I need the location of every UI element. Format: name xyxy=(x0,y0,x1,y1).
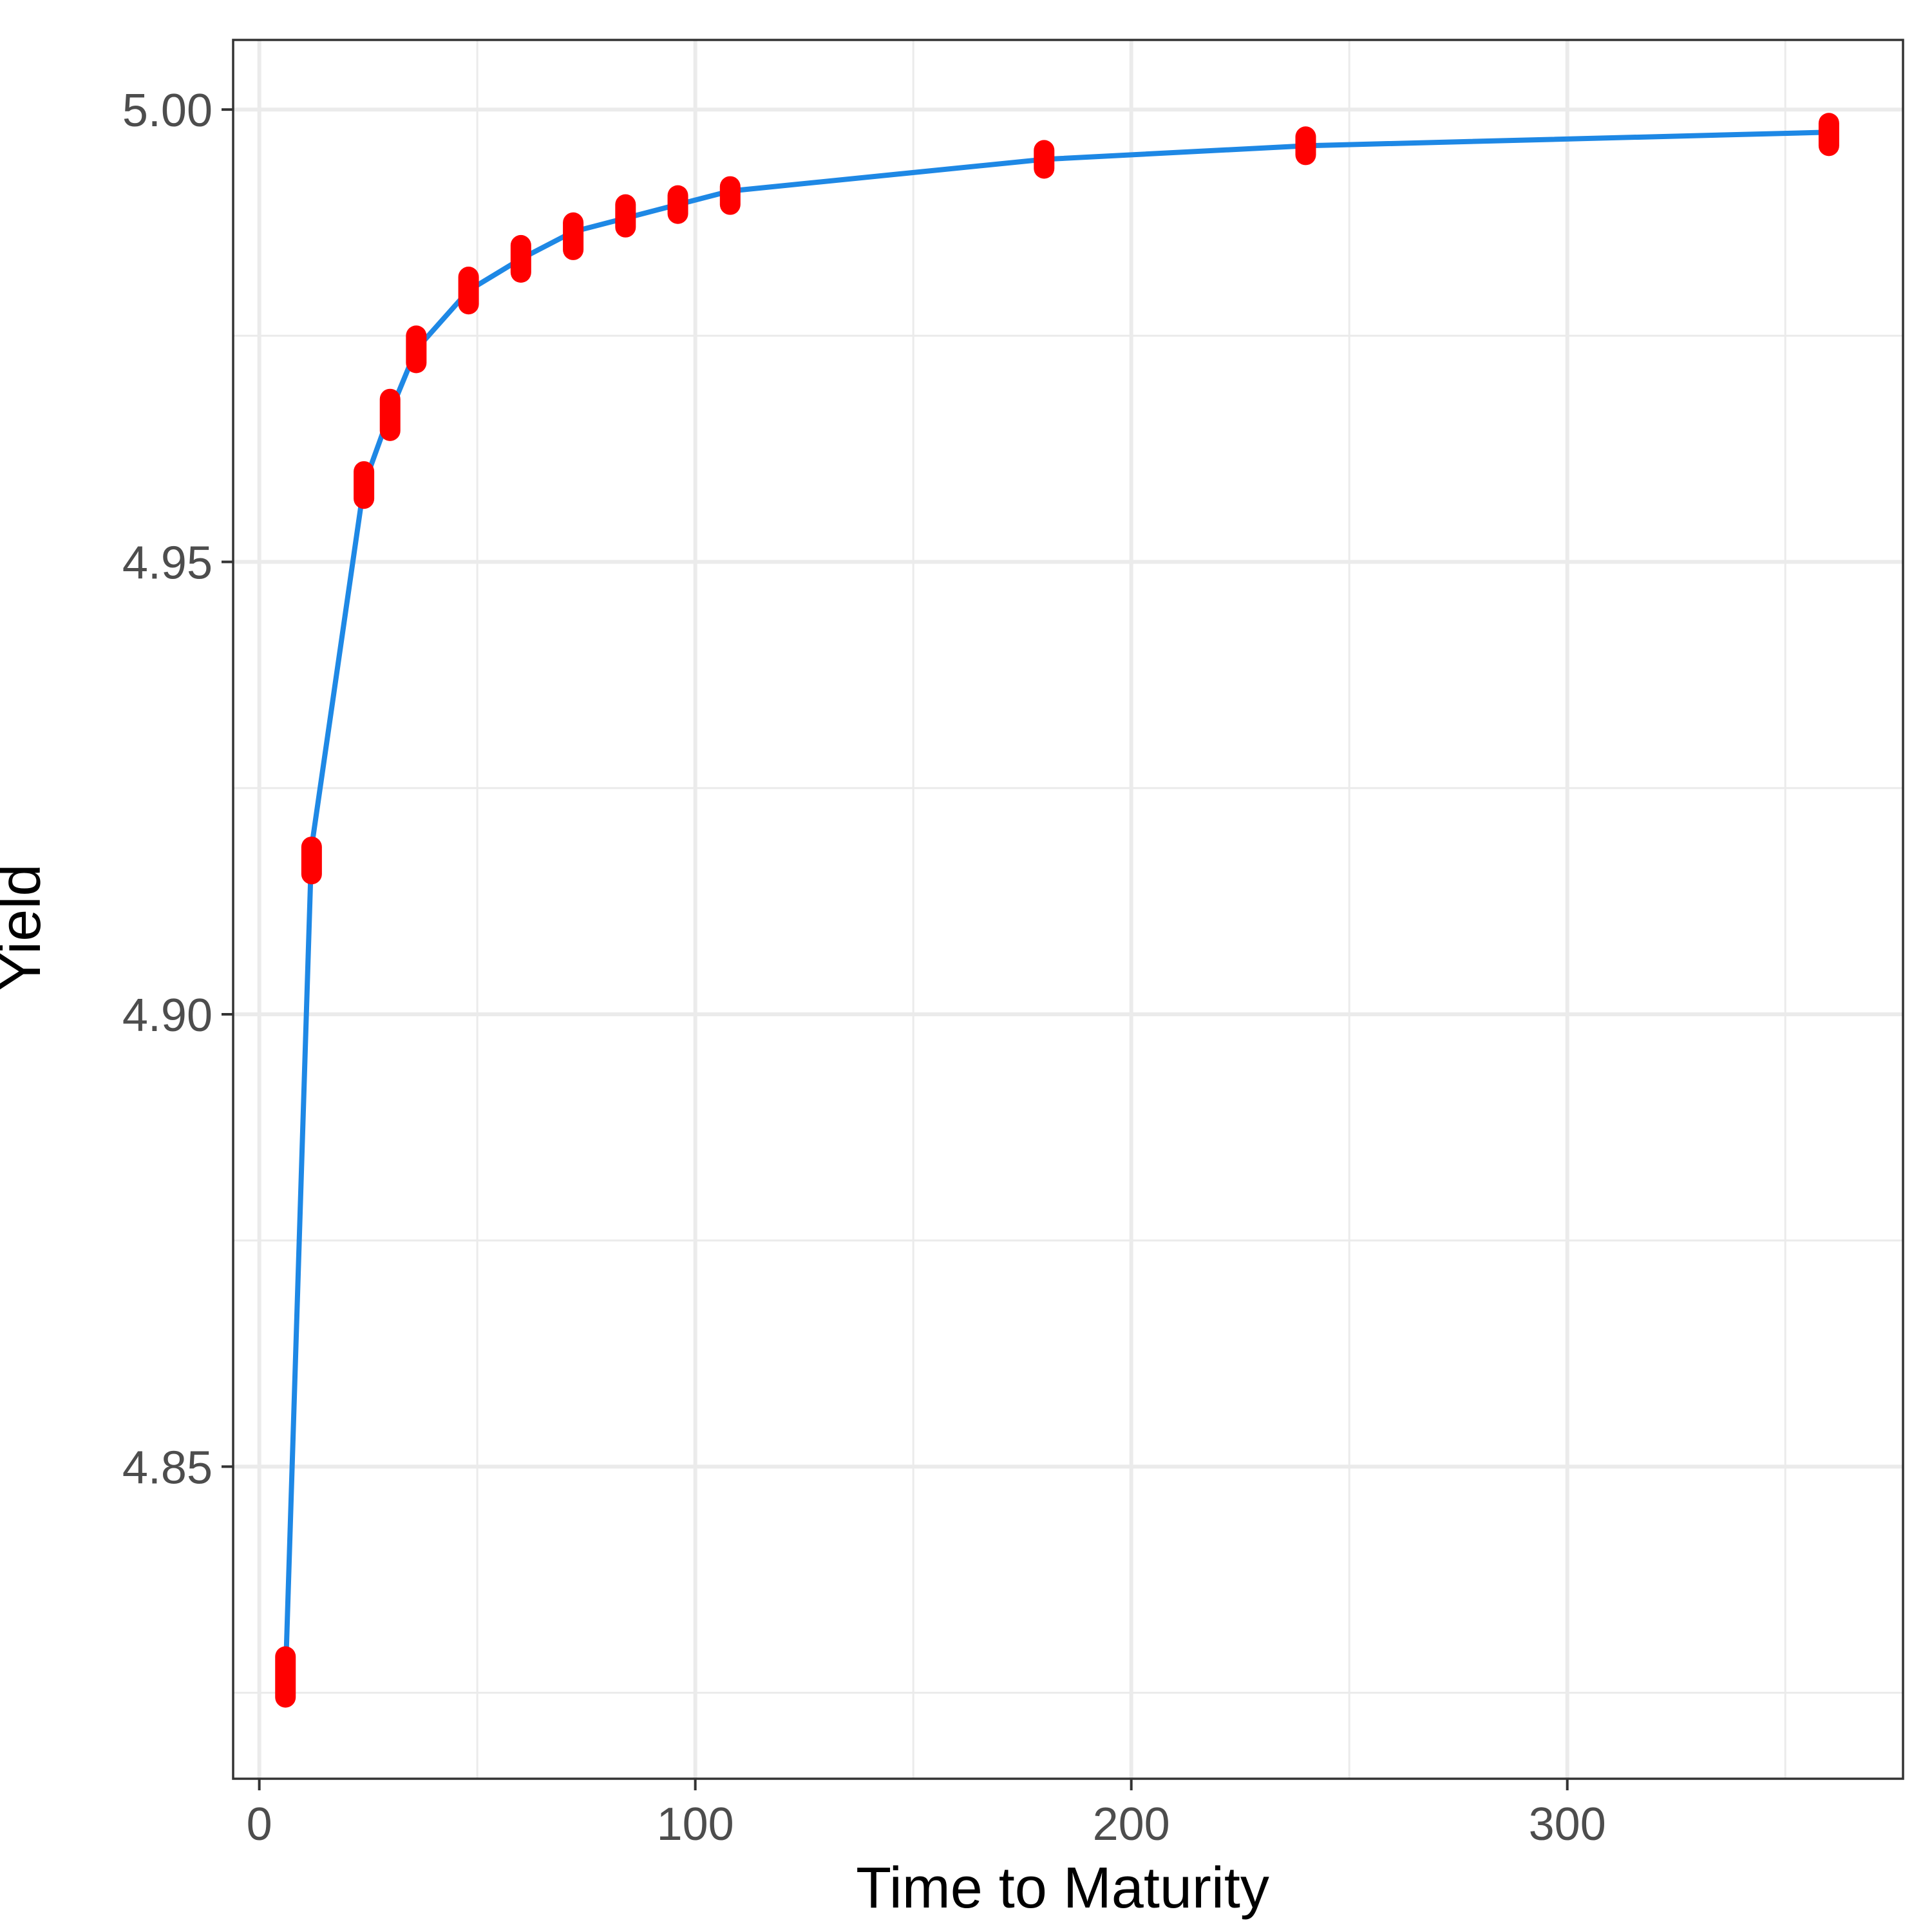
x-tick-label: 200 xyxy=(1093,1799,1170,1850)
plot-panel-border xyxy=(232,39,1904,1780)
yield-point-series xyxy=(275,113,1839,1708)
y-tick-label: 4.85 xyxy=(122,1442,213,1493)
y-tick-label: 4.90 xyxy=(122,990,213,1041)
x-axis-label: Time to Maturity xyxy=(856,1856,1269,1920)
x-tick-label: 0 xyxy=(247,1799,272,1850)
minor-gridlines xyxy=(233,40,1903,1779)
x-tick-label: 100 xyxy=(657,1799,734,1850)
x-tick-label: 300 xyxy=(1529,1799,1606,1850)
major-gridlines xyxy=(233,40,1903,1779)
y-axis: 4.85 4.90 4.95 5.00 xyxy=(122,85,233,1493)
y-tick-label: 5.00 xyxy=(122,85,213,137)
y-tick-label: 4.95 xyxy=(122,538,213,589)
y-axis-label: Yield xyxy=(0,864,53,991)
x-axis: 0 100 200 300 xyxy=(247,1779,1606,1850)
